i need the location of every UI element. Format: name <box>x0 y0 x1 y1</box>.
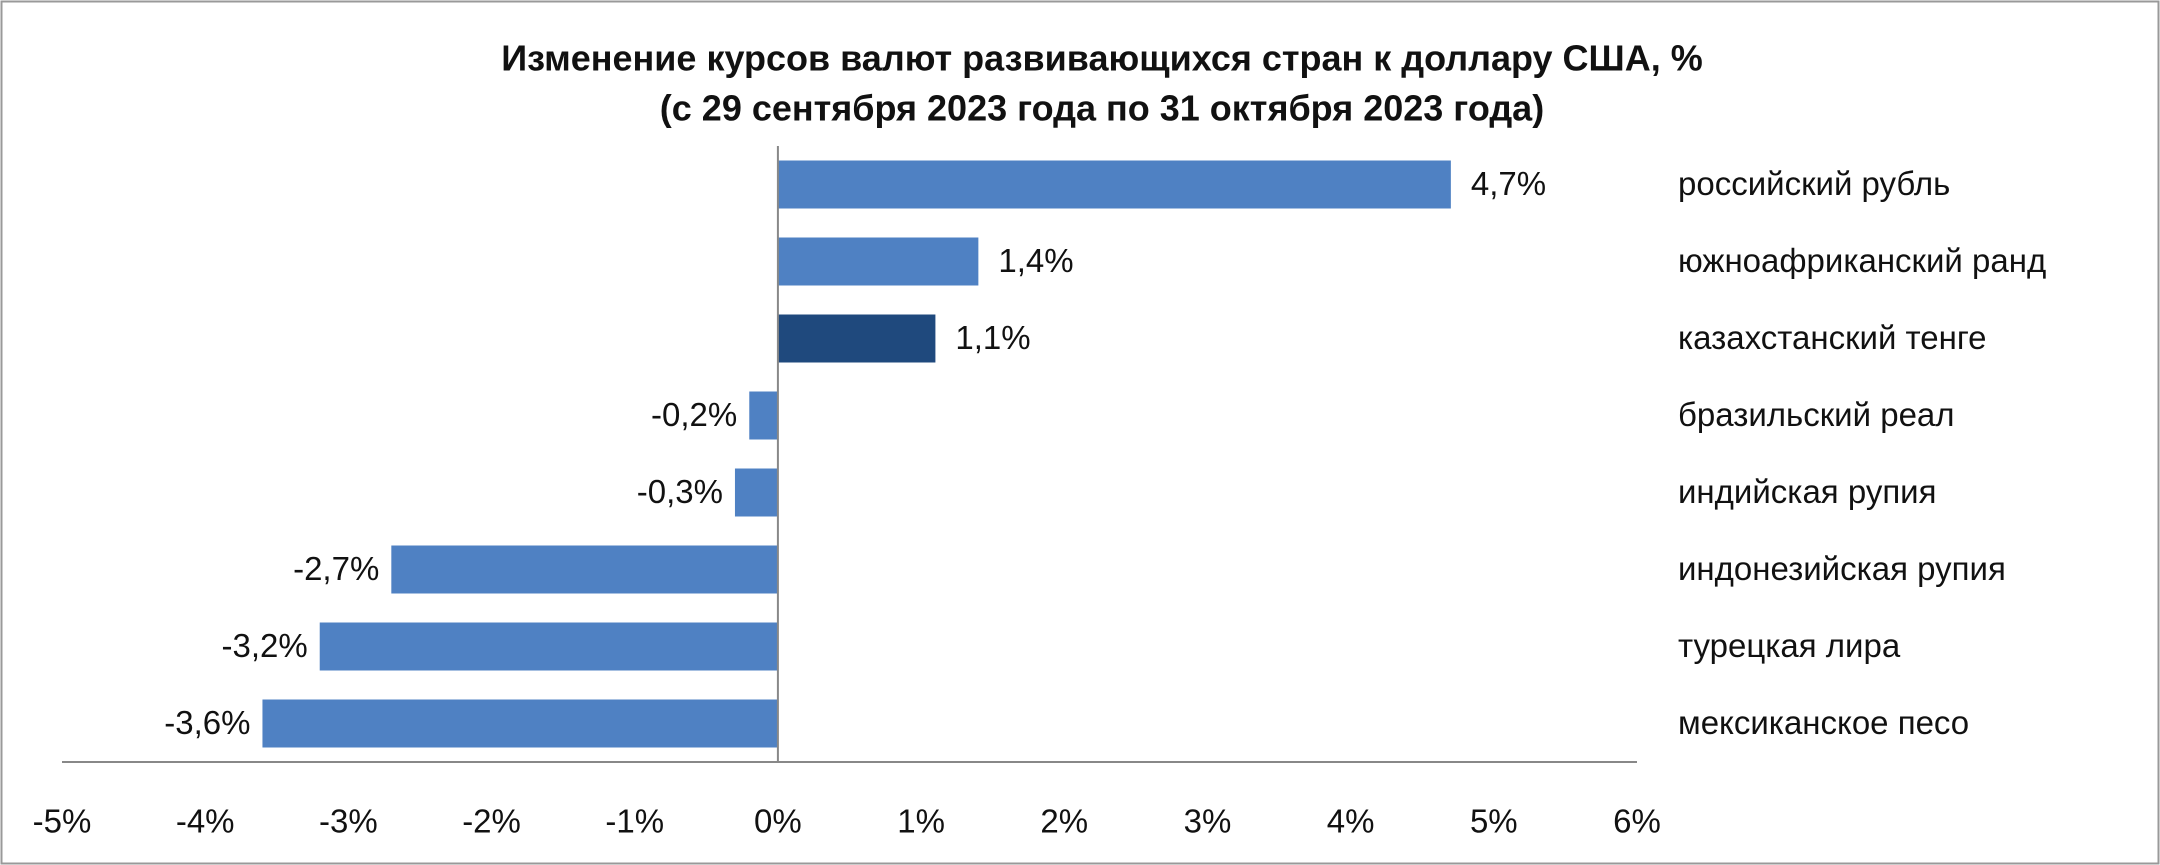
bar <box>391 545 778 594</box>
x-tick-label: -4% <box>176 803 235 840</box>
value-label: -0,2% <box>651 396 737 433</box>
x-tick-label: 5% <box>1470 803 1518 840</box>
chart-subtitle: (с 29 сентября 2023 года по 31 октября 2… <box>660 88 1544 129</box>
bar <box>749 391 778 440</box>
x-tick-label: 6% <box>1613 803 1661 840</box>
bar <box>777 237 979 286</box>
category-label: казахстанский тенге <box>1678 319 1987 356</box>
value-label: -3,2% <box>222 627 308 664</box>
category-label: мексиканское песо <box>1678 704 1969 741</box>
value-label: -3,6% <box>164 704 250 741</box>
value-label: -2,7% <box>293 550 379 587</box>
x-tick-label: -2% <box>462 803 521 840</box>
x-tick-label: 3% <box>1184 803 1232 840</box>
chart-title: Изменение курсов валют развивающихся стр… <box>501 38 1702 79</box>
bar <box>777 160 1451 209</box>
bar <box>734 468 778 517</box>
bar <box>319 622 778 671</box>
x-tick-label: 0% <box>754 803 802 840</box>
category-label: турецкая лира <box>1678 627 1901 664</box>
category-label: индонезийская рупия <box>1678 550 2006 587</box>
x-tick-label: 1% <box>897 803 945 840</box>
x-tick-label: -1% <box>605 803 664 840</box>
category-label: бразильский реал <box>1678 396 1955 433</box>
x-tick-label: 2% <box>1040 803 1088 840</box>
bar <box>262 699 778 748</box>
value-label: 1,1% <box>955 319 1030 356</box>
category-label: южноафриканский ранд <box>1678 242 2046 279</box>
x-tick-label: -3% <box>319 803 378 840</box>
value-label: -0,3% <box>637 473 723 510</box>
x-tick-label: -5% <box>33 803 92 840</box>
x-tick-label: 4% <box>1327 803 1375 840</box>
bar <box>777 314 936 363</box>
value-label: 1,4% <box>998 242 1073 279</box>
value-label: 4,7% <box>1471 165 1546 202</box>
category-label: российский рубль <box>1678 165 1950 202</box>
category-label: индийская рупия <box>1678 473 1937 510</box>
